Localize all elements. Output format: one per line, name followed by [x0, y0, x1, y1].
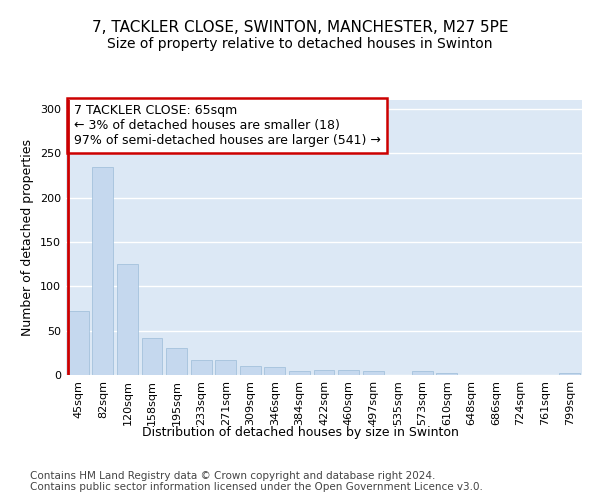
- Bar: [142, 338, 163, 375]
- Bar: [289, 370, 310, 375]
- Text: 7, TACKLER CLOSE, SWINTON, MANCHESTER, M27 5PE: 7, TACKLER CLOSE, SWINTON, MANCHESTER, M…: [92, 20, 508, 35]
- Bar: [412, 372, 433, 375]
- Bar: [191, 360, 212, 375]
- Bar: [92, 166, 113, 375]
- Text: 7 TACKLER CLOSE: 65sqm
← 3% of detached houses are smaller (18)
97% of semi-deta: 7 TACKLER CLOSE: 65sqm ← 3% of detached …: [74, 104, 380, 147]
- Text: Size of property relative to detached houses in Swinton: Size of property relative to detached ho…: [107, 37, 493, 51]
- Bar: [265, 367, 286, 375]
- Bar: [117, 264, 138, 375]
- Bar: [314, 370, 334, 375]
- Bar: [362, 372, 383, 375]
- Bar: [240, 366, 261, 375]
- Bar: [436, 373, 457, 375]
- Bar: [338, 370, 359, 375]
- Bar: [68, 311, 89, 375]
- Bar: [559, 373, 580, 375]
- Y-axis label: Number of detached properties: Number of detached properties: [22, 139, 34, 336]
- Bar: [215, 360, 236, 375]
- Text: Contains HM Land Registry data © Crown copyright and database right 2024.
Contai: Contains HM Land Registry data © Crown c…: [30, 471, 483, 492]
- Text: Distribution of detached houses by size in Swinton: Distribution of detached houses by size …: [142, 426, 458, 439]
- Bar: [166, 348, 187, 375]
